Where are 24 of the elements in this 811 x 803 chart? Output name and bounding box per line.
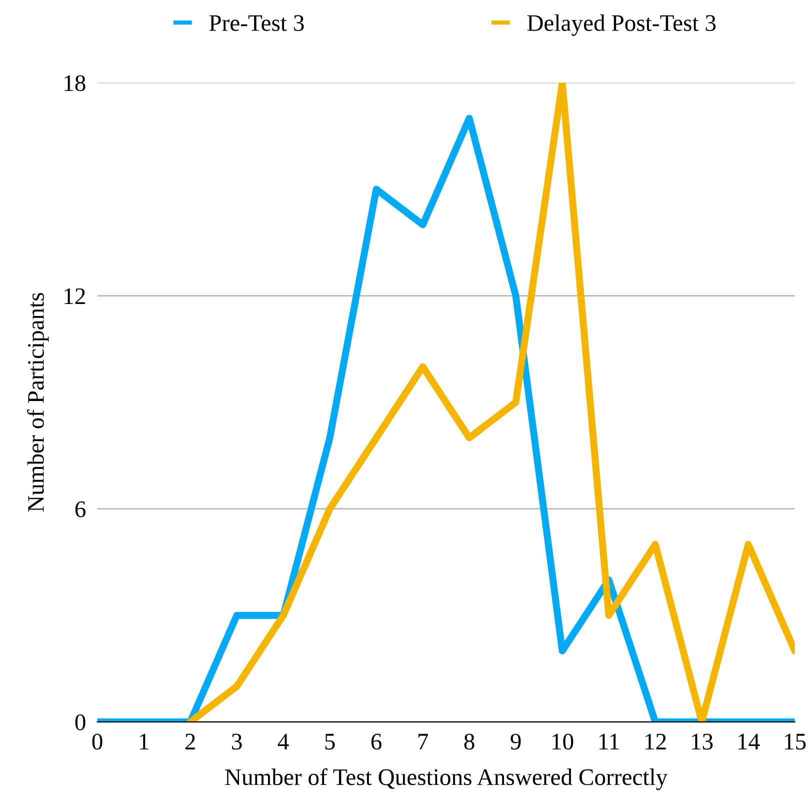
x-tick-label: 7 [418, 734, 428, 750]
x-tick-label: 2 [185, 734, 195, 750]
x-tick-label: 10 [552, 734, 574, 750]
x-tick-label: 11 [600, 734, 619, 750]
x-tick-label: 14 [738, 734, 760, 750]
x-tick-label: 5 [325, 734, 335, 750]
legend-label: Delayed Post-Test 3 [527, 14, 716, 36]
x-tick-label: 9 [510, 734, 521, 750]
y-tick-label: 0 [75, 714, 86, 730]
x-tick-label: 13 [692, 734, 713, 750]
x-tick-label: 8 [464, 734, 474, 750]
x-tick-label: 12 [646, 734, 666, 750]
y-tick-label: 18 [64, 75, 86, 92]
y-tick-label: 6 [75, 501, 86, 518]
x-tick-label: 6 [371, 734, 382, 750]
x-tick-label: 3 [232, 734, 242, 750]
x-tick-label: 4 [278, 734, 289, 750]
y-tick-label: 12 [64, 288, 85, 304]
x-tick-label: 15 [785, 734, 806, 750]
legend-label: Pre-Test 3 [209, 15, 304, 32]
x-axis-title: Number of Test Questions Answered Correctly [225, 768, 668, 790]
x-tick-label: 1 [140, 734, 148, 750]
y-axis-title: Number of Participants [27, 293, 49, 512]
x-tick-label: 0 [92, 734, 102, 750]
